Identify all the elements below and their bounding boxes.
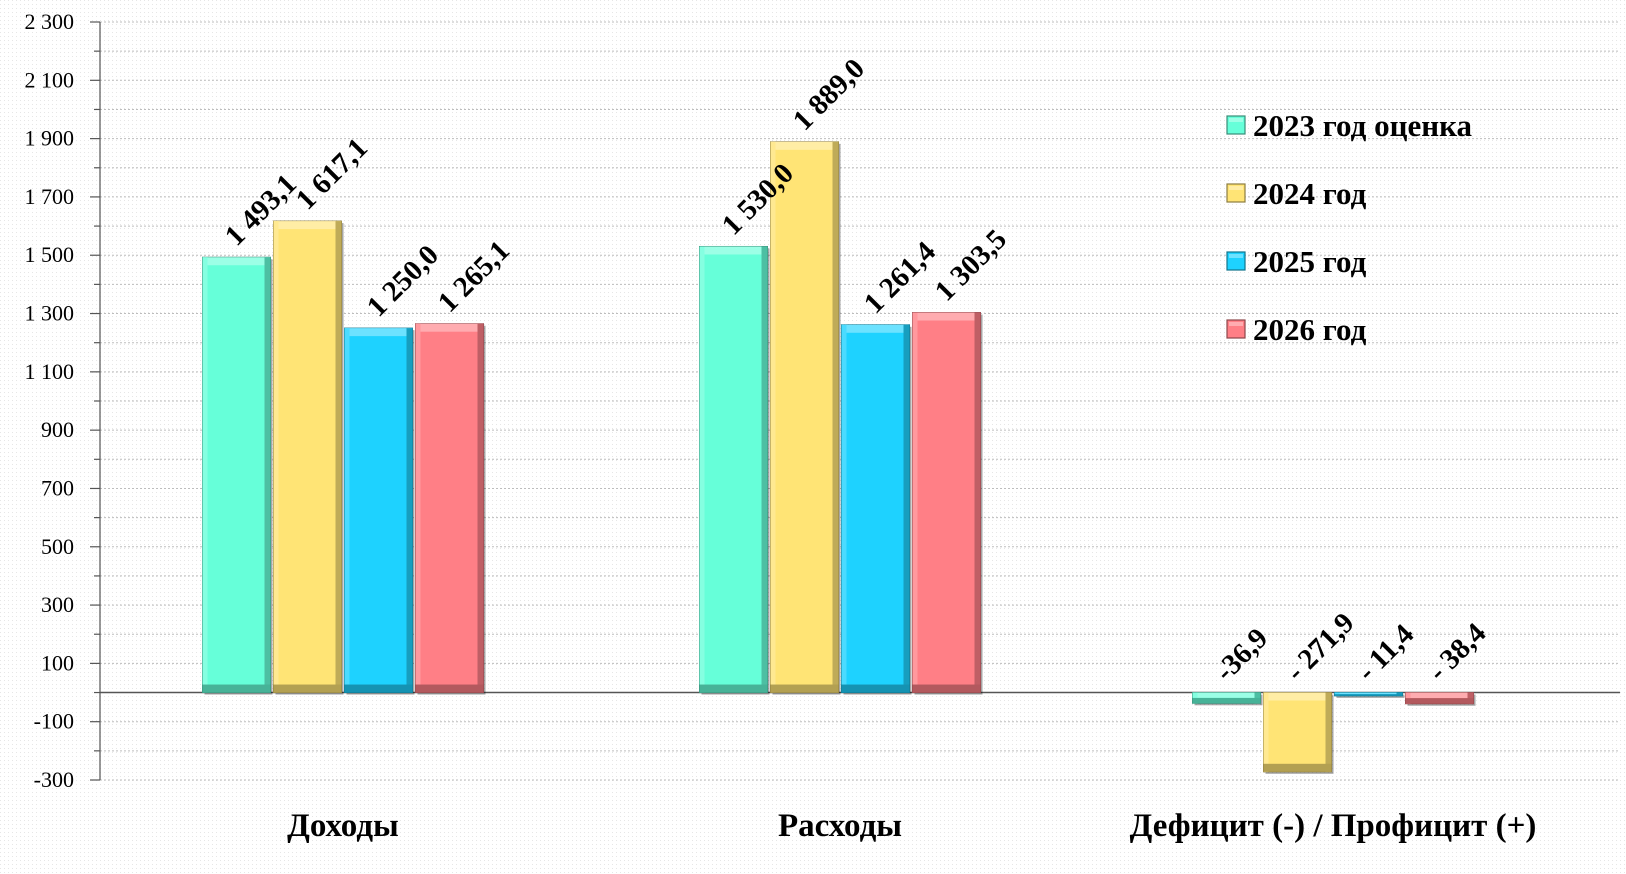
legend-item: 2025 год (1226, 244, 1367, 279)
y-tick-label: 1 100 (25, 359, 75, 384)
legend-label: 2026 год (1253, 312, 1367, 347)
legend-label: 2023 год оценка (1253, 108, 1472, 143)
legend-item: 2024 год (1226, 176, 1367, 211)
y-tick-label: 1 700 (25, 184, 75, 209)
y-tick-label: 700 (41, 475, 74, 500)
bar (415, 323, 486, 695)
legend-item: 2026 год (1226, 312, 1367, 347)
y-tick-label: 500 (41, 534, 74, 559)
y-tick-label: 1 300 (25, 301, 75, 326)
category-label: Расходы (778, 808, 902, 844)
y-tick-label: 1 500 (25, 242, 75, 267)
bar (699, 245, 770, 695)
bar (273, 220, 344, 695)
bar (1334, 692, 1405, 698)
y-tick-label: 300 (41, 592, 74, 617)
bar (1263, 692, 1334, 774)
category-label: Дефицит (-) / Профицит (+) (1130, 808, 1537, 844)
y-tick-label: -100 (34, 709, 74, 734)
bar (770, 141, 841, 695)
y-tick-label: -300 (34, 767, 74, 792)
legend-label: 2024 год (1253, 176, 1367, 211)
y-tick-label: 1 900 (25, 126, 75, 151)
bar (841, 324, 912, 695)
bar (912, 312, 983, 695)
category-label: Доходы (287, 808, 399, 844)
legend: 2023 год оценка 2024 год 2025 год 2026 год (1226, 108, 1472, 347)
legend-item: 2023 год оценка (1226, 108, 1472, 143)
bar (1192, 692, 1263, 706)
bar (1405, 692, 1476, 706)
bar (202, 256, 273, 695)
legend-label: 2025 год (1253, 244, 1367, 279)
y-tick-label: 2 100 (25, 67, 75, 92)
category-labels: Доходы Расходы Дефицит (-) / Профицит (+) (287, 808, 1536, 844)
y-tick-label: 900 (41, 417, 74, 442)
y-tick-label: 100 (41, 650, 74, 675)
y-tick-label: 2 300 (25, 9, 75, 34)
bar (344, 327, 415, 695)
bars (202, 141, 1476, 774)
